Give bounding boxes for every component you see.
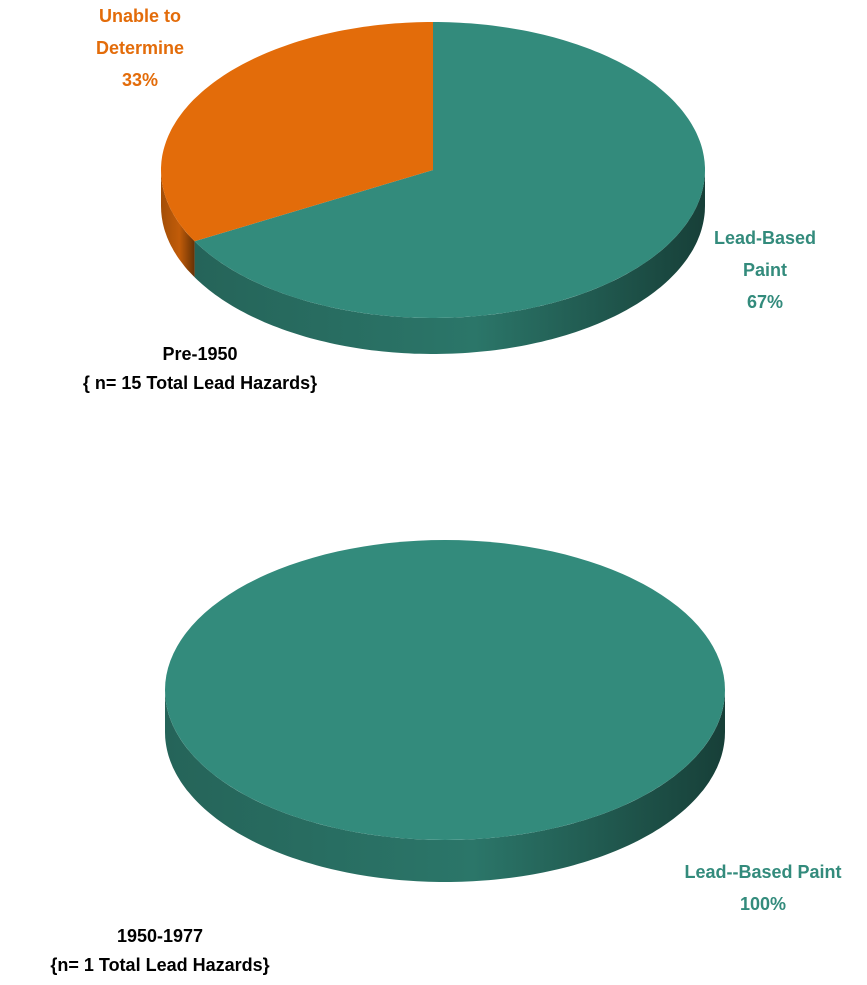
slice-side [161,170,195,278]
chart-title-block: Pre-1950 { n= 15 Total Lead Hazards} [83,340,317,398]
data-label: Unable to Determine 33% [75,0,205,96]
slice-top [194,22,705,318]
label-text: 1950-1977 [116,926,204,946]
slice-side [194,170,705,354]
label-text: 100% [739,894,787,914]
slice-top [165,540,725,840]
data-label: Lead--Based Paint 100% [653,856,867,920]
label-text: 67% [746,292,784,312]
chart-title-block: 1950-1977 {n= 1 Total Lead Hazards} [50,922,269,980]
label-text: {n= 1 Total Lead Hazards} [50,955,270,975]
label-text: Lead--Based Paint [684,862,842,882]
label-text: Unable to Determine [95,6,185,58]
label-text: { n= 15 Total Lead Hazards} [82,373,318,393]
data-label: Lead-Based Paint 67% [700,222,830,318]
slice-top [161,22,433,242]
slice-side [165,690,725,882]
label-text: Lead-Based Paint [713,228,817,280]
label-text: 33% [121,70,159,90]
label-text: Pre-1950 [162,344,238,364]
